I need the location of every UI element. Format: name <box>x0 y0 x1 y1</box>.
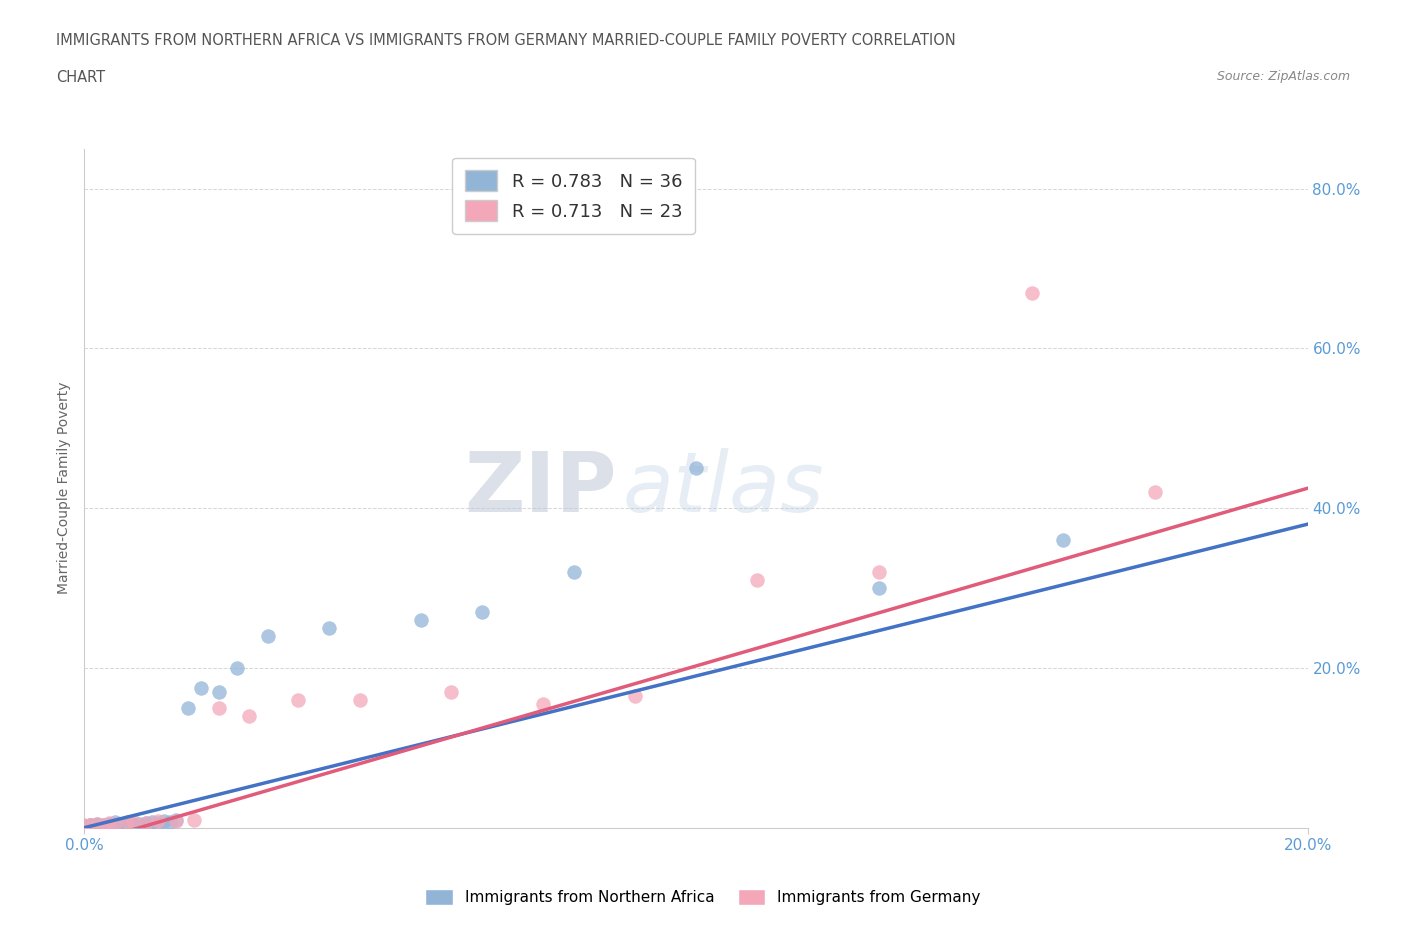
Point <box>79 817 101 832</box>
Point <box>1021 286 1043 300</box>
Point <box>135 816 157 830</box>
Point <box>1143 485 1166 499</box>
Point <box>471 604 494 619</box>
Point <box>122 817 145 832</box>
Point <box>86 817 108 831</box>
Point <box>104 817 127 831</box>
Legend: Immigrants from Northern Africa, Immigrants from Germany: Immigrants from Northern Africa, Immigra… <box>418 882 988 913</box>
Point <box>318 620 340 635</box>
Point <box>153 814 176 829</box>
Legend: R = 0.783   N = 36, R = 0.713   N = 23: R = 0.783 N = 36, R = 0.713 N = 23 <box>453 158 695 233</box>
Point <box>97 817 120 831</box>
Point <box>747 573 769 588</box>
Point <box>869 565 891 579</box>
Point <box>226 660 249 675</box>
Point <box>110 817 132 831</box>
Point <box>685 461 707 476</box>
Point <box>73 817 96 832</box>
Point <box>115 816 138 830</box>
Point <box>135 816 157 830</box>
Point <box>208 700 231 715</box>
Text: CHART: CHART <box>56 70 105 85</box>
Point <box>104 815 127 830</box>
Point <box>79 817 101 832</box>
Text: Source: ZipAtlas.com: Source: ZipAtlas.com <box>1216 70 1350 83</box>
Point <box>122 814 145 829</box>
Point <box>115 815 138 830</box>
Point <box>409 613 432 628</box>
Point <box>1052 533 1074 548</box>
Point <box>238 709 260 724</box>
Point <box>146 813 169 828</box>
Point <box>86 817 108 831</box>
Y-axis label: Married-Couple Family Poverty: Married-Couple Family Poverty <box>58 382 72 594</box>
Point <box>110 817 132 832</box>
Point <box>135 817 157 832</box>
Text: atlas: atlas <box>623 447 824 529</box>
Point <box>91 817 114 832</box>
Point <box>183 812 205 827</box>
Text: ZIP: ZIP <box>464 447 616 529</box>
Point <box>128 817 150 831</box>
Point <box>257 629 280 644</box>
Text: IMMIGRANTS FROM NORTHERN AFRICA VS IMMIGRANTS FROM GERMANY MARRIED-COUPLE FAMILY: IMMIGRANTS FROM NORTHERN AFRICA VS IMMIG… <box>56 33 956 47</box>
Point <box>208 684 231 699</box>
Point <box>79 817 101 832</box>
Point <box>165 812 187 827</box>
Point <box>177 700 200 715</box>
Point <box>624 688 647 703</box>
Point <box>190 681 212 696</box>
Point <box>562 565 585 579</box>
Point <box>165 814 187 829</box>
Point <box>287 693 309 708</box>
Point <box>104 817 127 832</box>
Point <box>869 580 891 595</box>
Point <box>159 815 181 830</box>
Point <box>91 818 114 833</box>
Point <box>91 817 114 832</box>
Point <box>440 684 463 699</box>
Point <box>97 817 120 832</box>
Point <box>531 697 554 711</box>
Point <box>86 817 108 832</box>
Point <box>97 816 120 830</box>
Point <box>73 818 96 833</box>
Point <box>349 693 371 708</box>
Point <box>141 815 163 830</box>
Point <box>122 817 145 831</box>
Point <box>146 816 169 830</box>
